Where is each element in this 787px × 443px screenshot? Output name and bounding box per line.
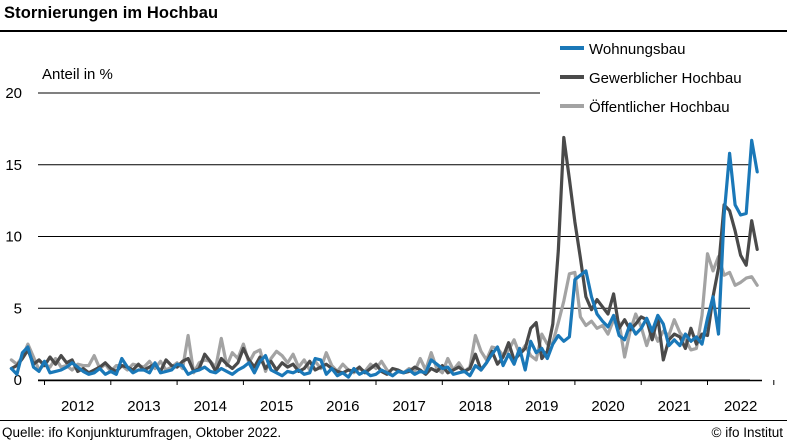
x-tick-label: 2015: [260, 398, 293, 415]
series-line-oeffentlicher-hochbau: [9, 252, 759, 378]
x-tick-label: 2018: [459, 398, 492, 415]
legend-label: Wohnungsbau: [589, 41, 685, 58]
legend: Wohnungsbau Gewerblicher Hochbau Öffentlic…: [560, 41, 742, 116]
chart-title: Stornierungen im Hochbau: [4, 4, 219, 22]
x-tick-label: 2022: [724, 398, 757, 415]
y-tick-label: 10: [5, 229, 22, 246]
x-tick-label: 2017: [392, 398, 425, 415]
x-tick-label: 2016: [326, 398, 359, 415]
legend-label: Gewerblicher Hochbau: [589, 70, 742, 87]
title-divider: [0, 30, 787, 32]
y-tick-label: 20: [5, 85, 22, 102]
x-tick-label: 2021: [658, 398, 691, 415]
y-tick-label: 5: [14, 300, 22, 317]
legend-label: Öffentlicher Hochbau: [589, 98, 730, 116]
series-lines: [9, 135, 759, 379]
x-tick-label: 2012: [61, 398, 94, 415]
footer-divider: [0, 420, 787, 421]
y-axis-label: Anteil in %: [42, 66, 113, 83]
y-tick-label: 0: [14, 372, 22, 389]
x-tick-label: 2014: [194, 398, 227, 415]
y-tick-label: 15: [5, 157, 22, 174]
x-axis: 2012 2013 2014 2015 2016 2017 2018 2019 2020 2021…: [38, 379, 775, 415]
x-tick-label: 2019: [525, 398, 558, 415]
source-note: Quelle: ifo Konjunkturumfragen, Oktober …: [2, 425, 282, 440]
series-line-wohnungsbau: [9, 138, 759, 379]
copyright-credit: © ifo Institut: [711, 425, 783, 440]
x-tick-label: 2013: [127, 398, 160, 415]
y-axis-ticks: 0 5 10 15 20: [5, 85, 22, 389]
x-tick-label: 2020: [591, 398, 624, 415]
